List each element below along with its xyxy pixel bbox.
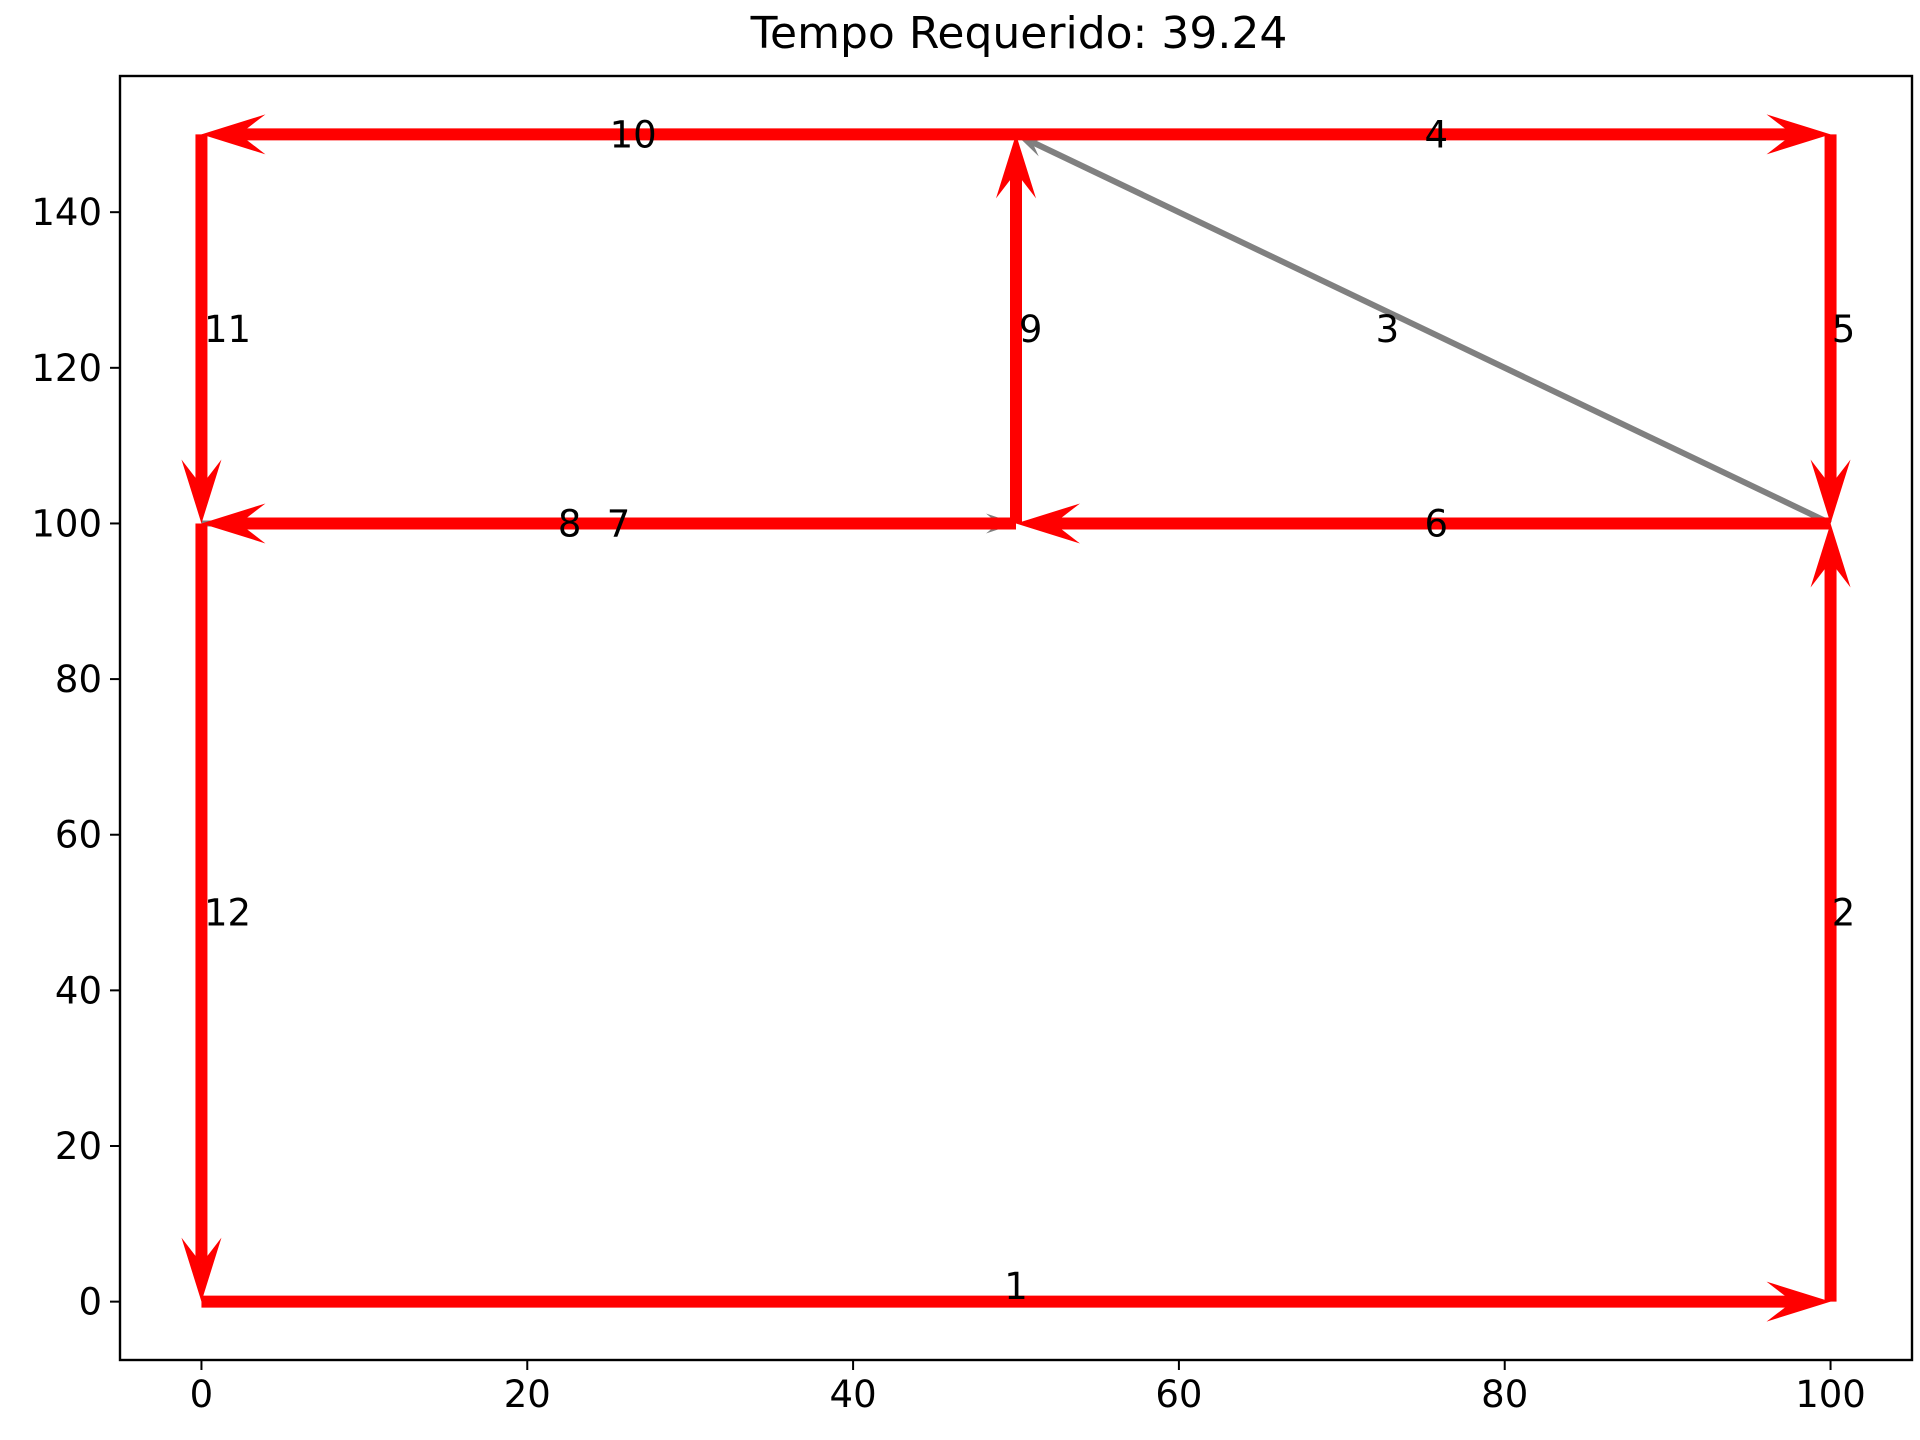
edge-10-arrowhead [201,114,266,155]
y-tick-label: 140 [31,191,102,234]
edge-1 [201,1281,1831,1322]
edge-label-10: 10 [610,113,657,156]
edge-label-11: 11 [204,308,251,351]
x-axis-ticks: 0 20 40 60 80 100 [190,1360,1866,1416]
x-tick-label: 80 [1481,1373,1528,1416]
edge-5-arrowhead [1810,459,1851,524]
x-tick-label: 40 [830,1373,877,1416]
edge-12 [181,523,222,1302]
edge-4 [1016,114,1831,155]
edge-8-arrowhead [201,503,266,544]
chart-title: Tempo Requerido: 39.24 [750,8,1288,59]
edge-11-arrowhead [181,459,222,524]
edge-9 [996,134,1036,524]
edge-6-arrowhead [1016,503,1080,544]
edge-label-1: 1 [1004,1265,1028,1308]
x-tick-label: 20 [504,1373,551,1416]
edge-4-arrowhead [1766,114,1831,155]
edge-label-7: 7 [607,502,631,545]
edge-11 [181,134,222,524]
edge-5 [1810,134,1851,524]
y-tick-label: 80 [55,658,102,701]
edge-label-12: 12 [204,892,251,935]
y-tick-label: 120 [31,347,102,390]
x-tick-label: 100 [1795,1373,1866,1416]
edge-label-3: 3 [1376,308,1400,351]
plot-frame [118,74,1914,1362]
edge-10 [201,114,1016,155]
edge-6 [1016,503,1831,544]
edge-label-5: 5 [1832,308,1856,351]
edge-label-6: 6 [1425,502,1449,545]
edge-3 [1016,134,1832,527]
edge-12-arrowhead [181,1237,222,1302]
y-tick-label: 100 [31,502,102,545]
y-tick-label: 20 [55,1125,102,1168]
edge-2 [1810,523,1851,1302]
edge-8 [201,503,1016,544]
edge-9-arrowhead [996,134,1036,199]
y-axis-ticks: 0 20 40 60 80 100 120 140 [31,191,120,1324]
x-tick-label: 60 [1155,1373,1202,1416]
y-tick-label: 40 [55,969,102,1012]
x-tick-label: 0 [190,1373,214,1416]
edge-label-2: 2 [1832,892,1856,935]
y-tick-label: 60 [55,814,102,857]
edge-label-4: 4 [1425,113,1449,156]
edge-label-8: 8 [558,502,582,545]
edge-label-9: 9 [1019,308,1043,351]
edge-3-shaft [1030,139,1832,527]
y-tick-label: 0 [78,1281,102,1324]
edge-1-arrowhead [1766,1281,1831,1322]
edge-2-arrowhead [1810,523,1851,588]
network-edges [181,114,1851,1322]
